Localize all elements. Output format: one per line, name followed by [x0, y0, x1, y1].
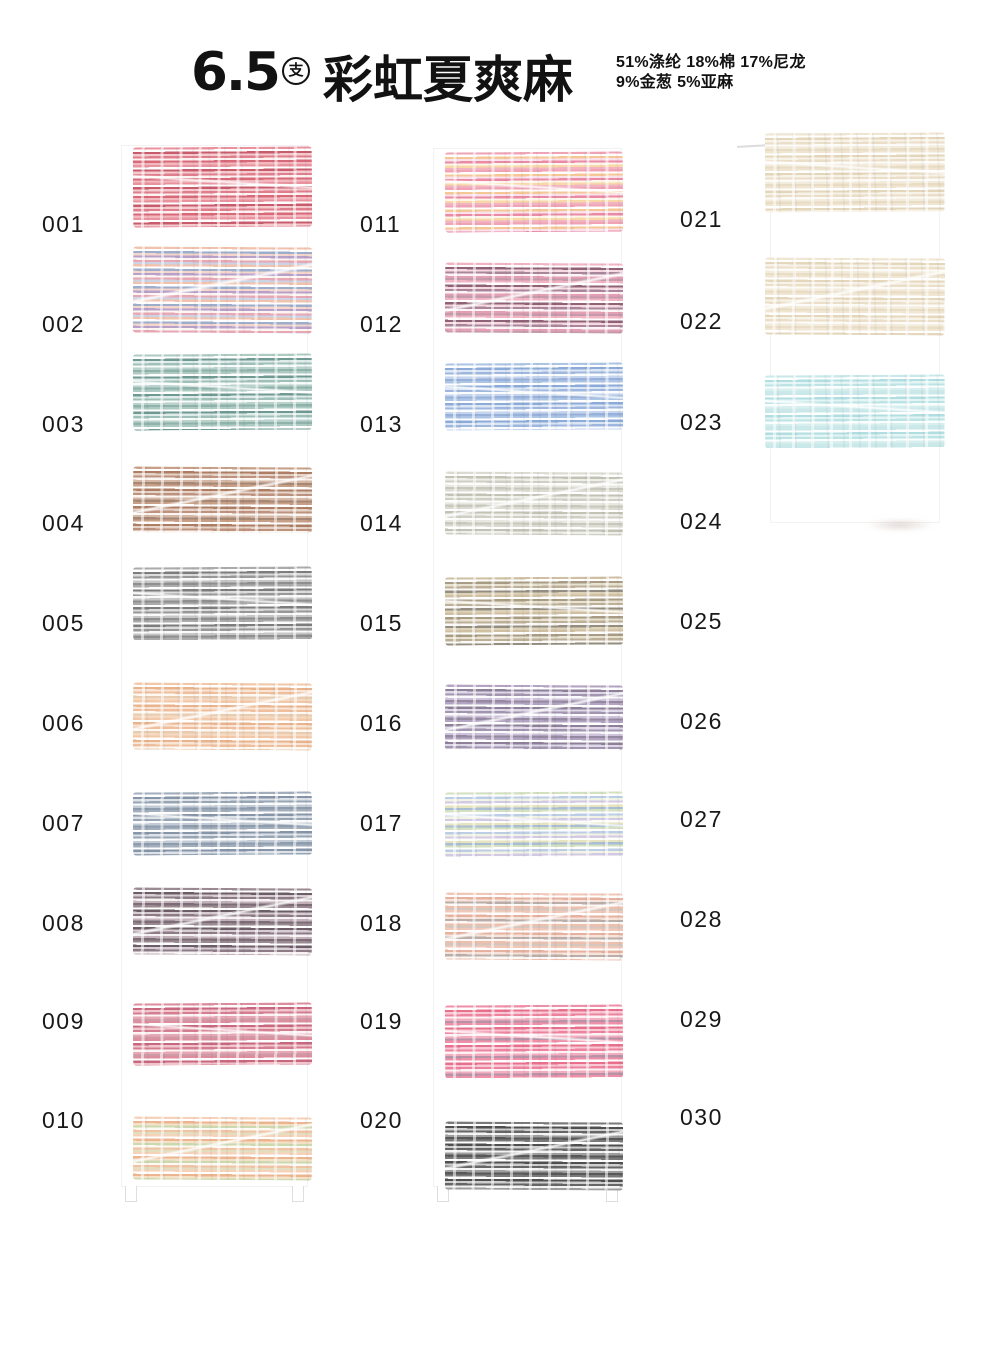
sample-code-007: 007	[42, 810, 85, 836]
sample-code-029: 029	[680, 1006, 723, 1032]
sample-code-017: 017	[360, 810, 403, 836]
composition-line-2: 9%金葱 5%亚麻	[616, 73, 734, 91]
sample-code-004: 004	[42, 510, 85, 536]
card-bottom-tab-left	[437, 1186, 449, 1202]
sample-code-022: 022	[680, 308, 723, 334]
sample-code-011: 011	[360, 211, 402, 237]
yarn-swatch-021	[764, 132, 946, 213]
sample-code-021: 021	[680, 206, 723, 232]
card-bottom-tab-right	[292, 1186, 304, 1202]
sample-code-008: 008	[42, 910, 85, 936]
count-unit-badge: 支	[282, 57, 310, 85]
sample-code-025: 025	[680, 608, 723, 634]
product-title: 彩虹夏爽麻	[323, 52, 573, 108]
sample-code-020: 020	[360, 1107, 403, 1133]
sample-code-006: 006	[42, 710, 85, 736]
sample-code-028: 028	[680, 906, 723, 932]
composition-text: 51%涤纶 18%棉 17%尼龙 9%金葱 5%亚麻	[616, 53, 806, 92]
card-bottom-tab-left	[125, 1186, 137, 1202]
sample-code-015: 015	[360, 610, 403, 636]
sample-code-018: 018	[360, 910, 403, 936]
sample-code-030: 030	[680, 1104, 723, 1130]
sample-code-012: 012	[360, 311, 403, 337]
sample-code-024: 024	[680, 508, 723, 534]
yarn-swatch-023	[764, 374, 946, 449]
sample-code-009: 009	[42, 1008, 85, 1034]
sample-code-016: 016	[360, 710, 403, 736]
sample-code-019: 019	[360, 1008, 403, 1034]
sample-code-027: 027	[680, 806, 723, 832]
sample-code-005: 005	[42, 610, 85, 636]
sample-code-014: 014	[360, 510, 403, 536]
sample-code-003: 003	[42, 411, 85, 437]
yarn-swatch-022	[764, 257, 946, 336]
sample-code-013: 013	[360, 411, 403, 437]
yarn-count: 6.5	[191, 42, 281, 103]
sample-code-026: 026	[680, 708, 723, 734]
sample-code-023: 023	[680, 409, 723, 435]
card-shadow	[865, 519, 935, 531]
sample-code-001: 001	[42, 211, 85, 237]
sample-code-002: 002	[42, 311, 85, 337]
sample-code-010: 010	[42, 1107, 85, 1133]
composition-line-1: 51%涤纶 18%棉 17%尼龙	[616, 54, 806, 71]
